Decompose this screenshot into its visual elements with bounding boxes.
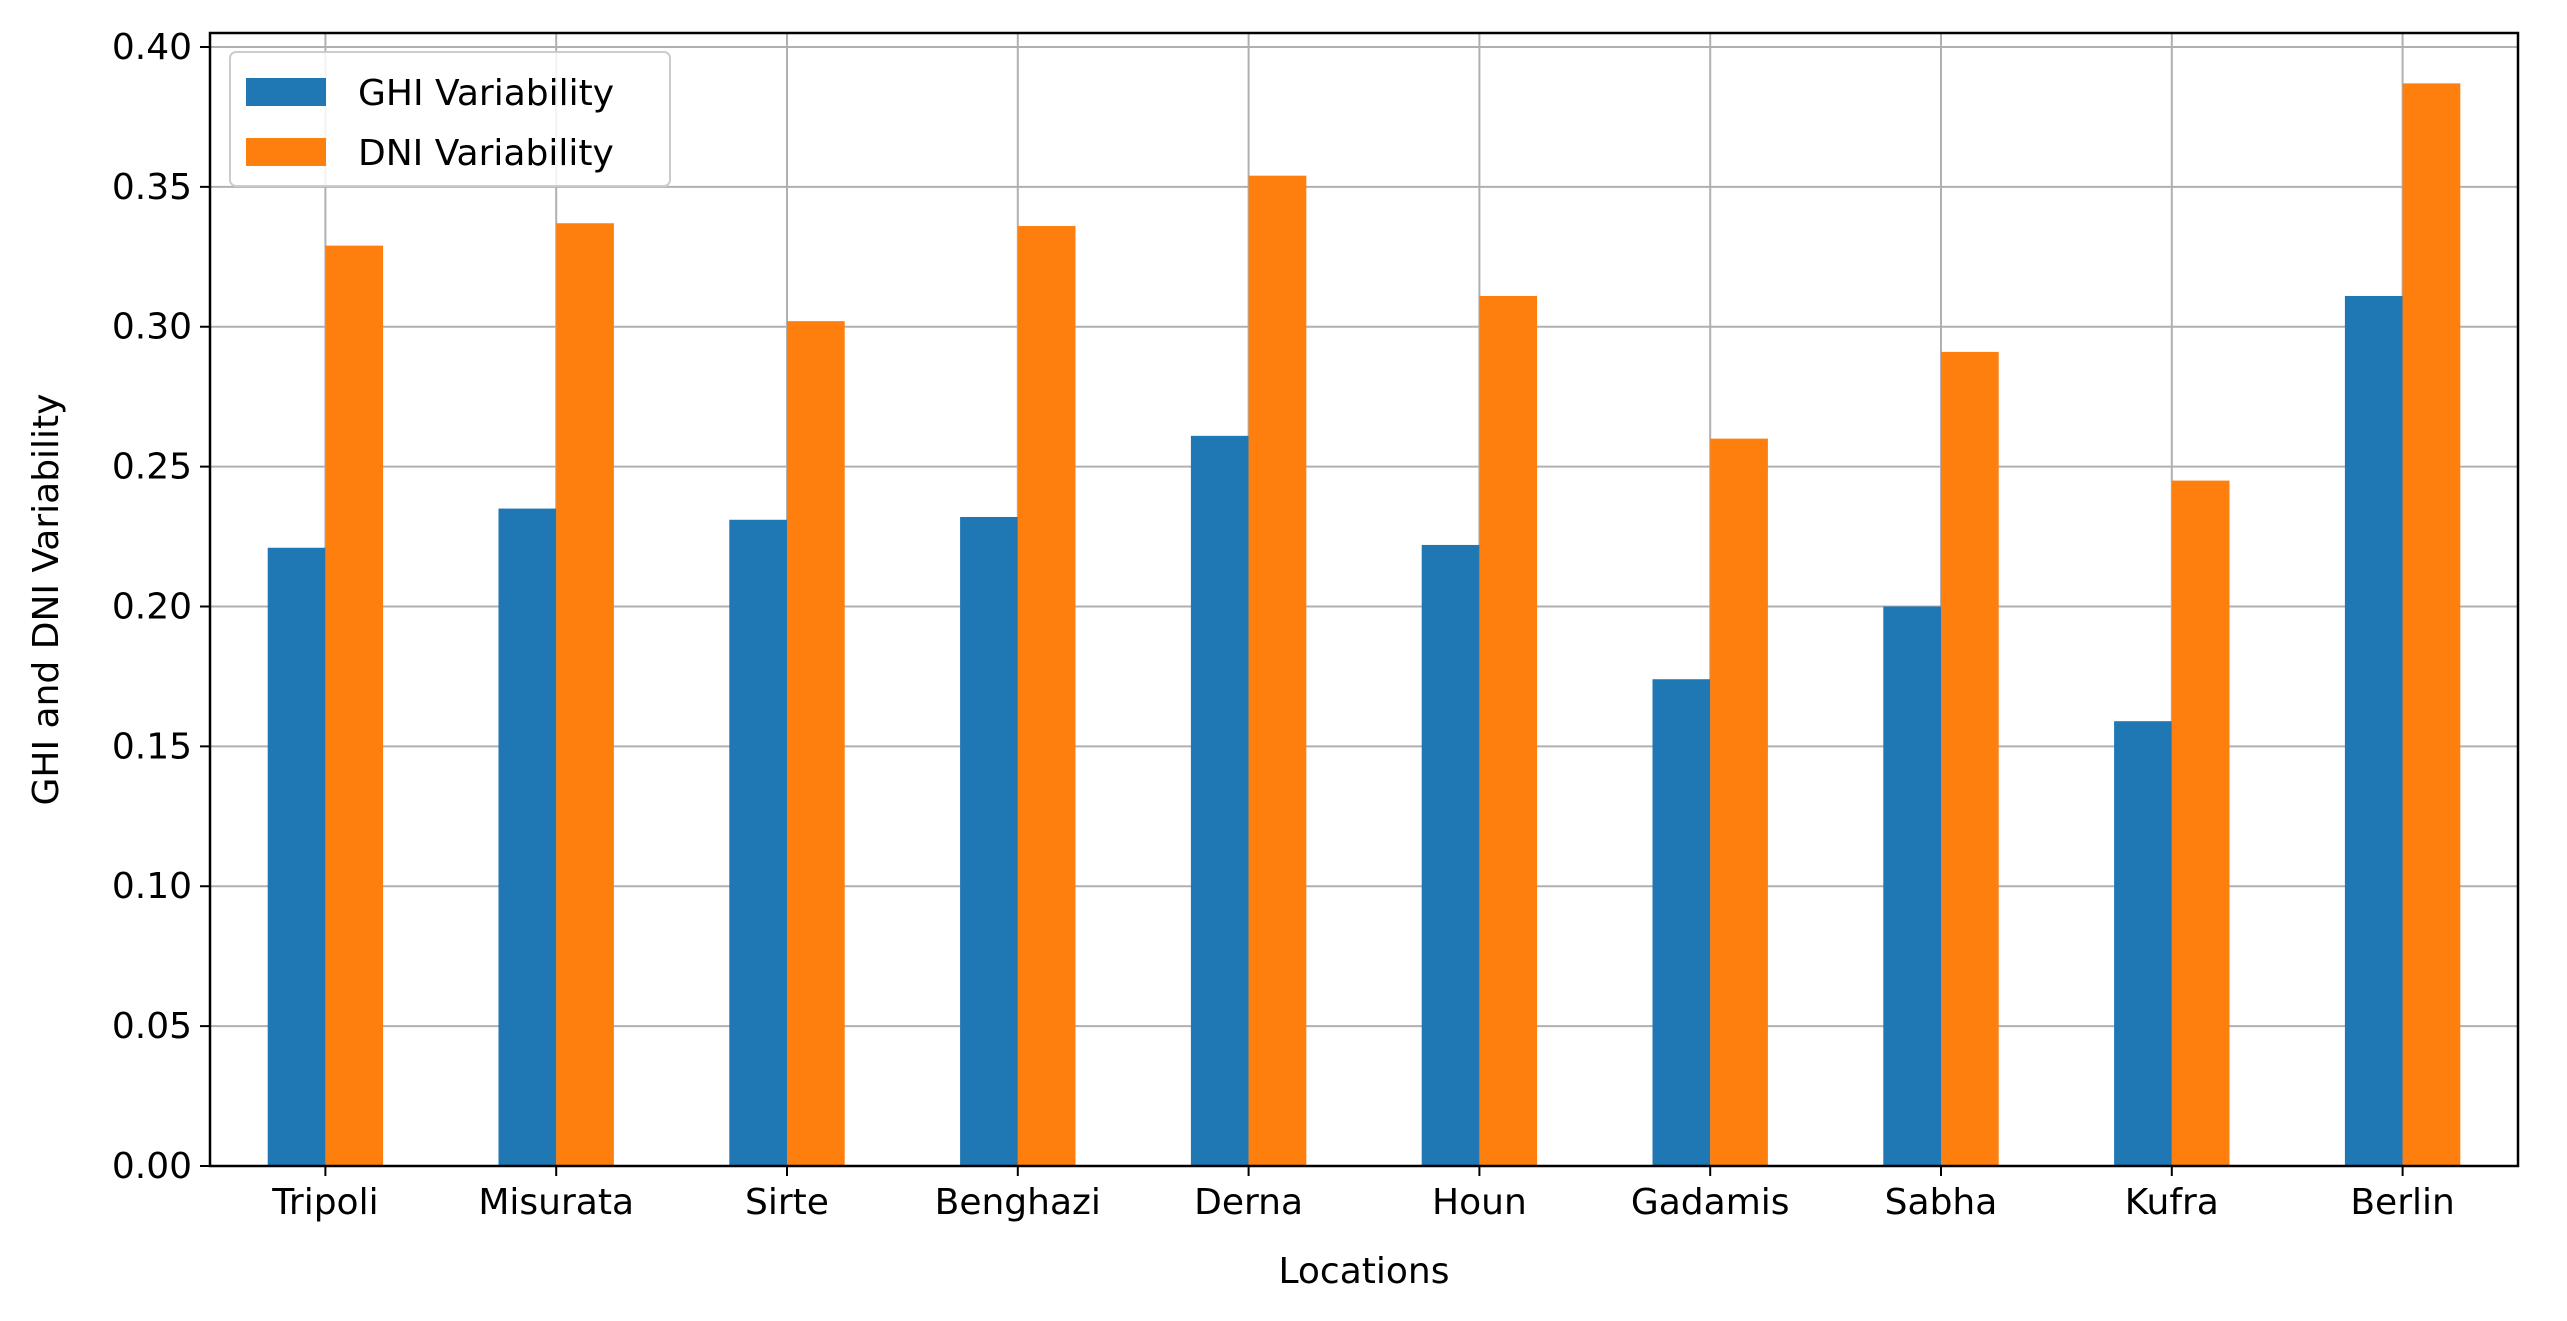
bar-ghi-sirte (729, 519, 787, 1166)
legend-swatch-ghi (246, 78, 326, 106)
x-tick-label: Misurata (478, 1182, 634, 1223)
x-tick-label: Berlin (2350, 1182, 2454, 1223)
x-tick-label: Sabha (1885, 1182, 1998, 1223)
y-tick-label: 0.00 (112, 1146, 192, 1187)
x-axis-title: Locations (1278, 1251, 1449, 1292)
y-tick-label: 0.40 (112, 27, 192, 68)
legend-box (229, 51, 671, 187)
bar-dni-tripoli (325, 245, 384, 1166)
y-tick-label: 0.30 (112, 307, 192, 348)
bar-dni-sabha (1941, 351, 1999, 1166)
bar-dni-gadamis (1710, 438, 1768, 1166)
x-tick-label: Kufra (2125, 1182, 2219, 1223)
x-tick-label: Houn (1432, 1182, 1527, 1223)
y-tick-label: 0.20 (112, 586, 192, 627)
x-tick-label: Sirte (745, 1182, 829, 1223)
bar-dni-kufra (2171, 480, 2230, 1166)
bars (267, 83, 2461, 1166)
bar-dni-benghazi (1017, 226, 1076, 1166)
y-tick-label: 0.15 (112, 726, 192, 767)
bar-ghi-houn (1421, 544, 1480, 1166)
y-tick-label: 0.05 (112, 1006, 192, 1047)
legend: GHI Variability DNI Variability (229, 51, 671, 187)
axis-ticks: 0.00 0.05 0.10 0.15 0.20 0.25 0.30 0.35 0.40 Trip… (112, 27, 2455, 1223)
x-tick-label: Benghazi (935, 1182, 1101, 1223)
x-tick-label: Tripoli (271, 1182, 378, 1223)
bar-dni-houn (1479, 295, 1538, 1166)
y-axis-title: GHI and DNI Variability (26, 394, 67, 806)
bar-ghi-berlin (2344, 295, 2403, 1166)
bar-ghi-derna (1190, 435, 1249, 1166)
bar-ghi-tripoli (267, 547, 326, 1166)
y-tick-label: 0.25 (112, 447, 192, 488)
bar-ghi-benghazi (960, 516, 1018, 1166)
x-tick-label: Derna (1194, 1182, 1303, 1223)
x-tick-label: Gadamis (1631, 1182, 1790, 1223)
bar-dni-misurata (556, 223, 614, 1166)
bar-ghi-kufra (2114, 721, 2172, 1166)
bar-ghi-gadamis (1652, 679, 1711, 1166)
bar-dni-derna (1248, 175, 1307, 1166)
plot-frame (208, 31, 2520, 1168)
legend-label-dni: DNI Variability (358, 133, 614, 174)
y-tick-label: 0.10 (112, 866, 192, 907)
bar-ghi-sabha (1883, 606, 1941, 1166)
legend-label-ghi: GHI Variability (358, 73, 614, 114)
bar-dni-berlin (2402, 83, 2461, 1166)
legend-swatch-dni (246, 138, 326, 166)
bar-ghi-misurata (498, 508, 557, 1166)
y-tick-label: 0.35 (112, 167, 192, 208)
bar-dni-sirte (787, 321, 845, 1166)
